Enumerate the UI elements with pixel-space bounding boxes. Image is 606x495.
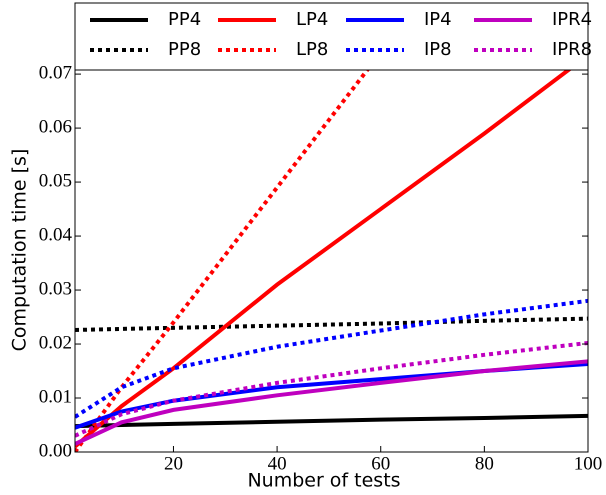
legend-label: IP4 <box>424 9 452 30</box>
x-tick-label: 40 <box>268 453 287 474</box>
series-line <box>75 316 588 332</box>
series-line <box>75 413 588 429</box>
y-tick-label: 0.04 <box>39 224 73 245</box>
plot-lines <box>75 5 588 452</box>
y-tick-label: 0.07 <box>39 62 72 83</box>
x-tick-label: 20 <box>164 453 183 474</box>
y-tick-label: 0.02 <box>39 332 72 353</box>
legend-label: PP4 <box>168 9 201 30</box>
legend-label: IPR8 <box>552 39 592 60</box>
legend-label: IP8 <box>424 39 452 60</box>
y-tick-label: 0.03 <box>39 278 72 299</box>
y-tick-label: 0.01 <box>39 386 72 407</box>
y-axis-label: Computation time [s] <box>9 149 31 352</box>
x-axis-label: Number of tests <box>247 470 400 492</box>
y-tick-label: 0.05 <box>39 170 72 191</box>
y-tick-label: 0.06 <box>39 116 72 137</box>
series-line <box>75 298 588 419</box>
legend-label: LP8 <box>296 39 328 60</box>
legend: PP4 PP8 LP4 LP8 IP4 IP8 IPR4 IPR8 <box>74 2 592 71</box>
series-line <box>75 340 588 438</box>
legend-label: PP8 <box>168 39 201 60</box>
x-tick-label: 60 <box>371 453 390 474</box>
legend-box <box>74 2 589 71</box>
legend-label: LP4 <box>296 9 328 30</box>
legend-label: IPR4 <box>552 9 592 30</box>
x-tick-label: 100 <box>574 453 603 474</box>
series-line <box>75 359 588 446</box>
x-tick-label: 80 <box>475 453 494 474</box>
y-tick-label: 0.00 <box>39 440 72 461</box>
series-line <box>75 53 588 449</box>
